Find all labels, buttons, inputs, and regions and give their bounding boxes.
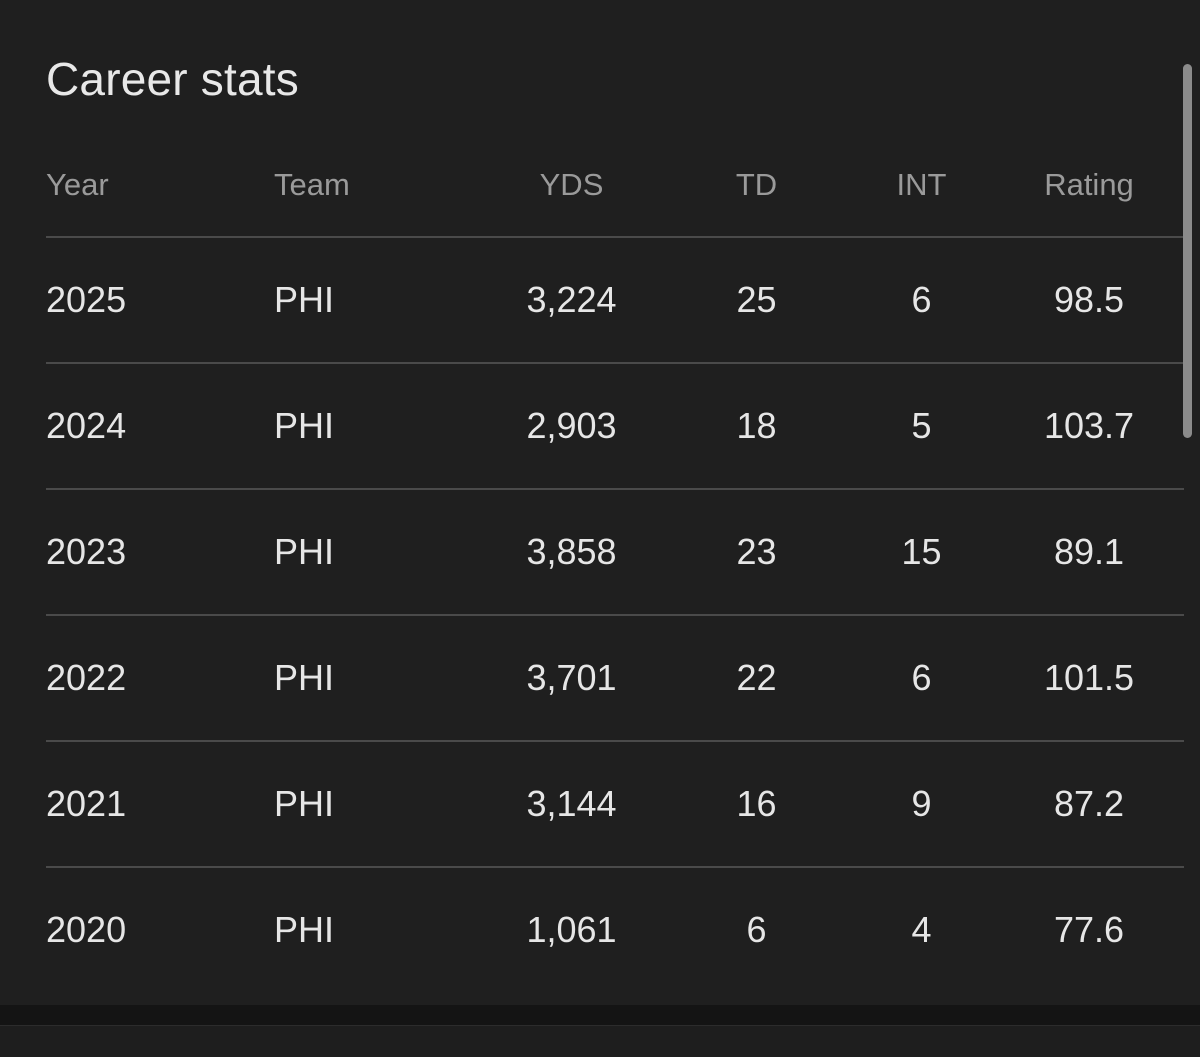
column-header-year: Year: [46, 134, 246, 238]
team-link[interactable]: PHI: [246, 741, 479, 868]
column-header-td: TD: [664, 134, 849, 238]
section-divider: [0, 1005, 1200, 1025]
cell-year: 2020: [46, 909, 127, 950]
cell-int: 4: [911, 909, 932, 950]
cell-int: 5: [849, 363, 994, 490]
next-section-edge: [0, 1025, 1200, 1057]
team-link[interactable]: PHI: [246, 615, 479, 742]
cell-int: 6: [849, 615, 994, 742]
cell-int: 6: [849, 237, 994, 364]
cell-rating: 89.1: [994, 489, 1184, 616]
cell-rating: 103.7: [994, 363, 1184, 490]
cell-yds: 3,224: [479, 237, 664, 364]
team-link[interactable]: PHI: [246, 237, 479, 364]
cell-year: 2022: [46, 615, 246, 742]
column-header-team: Team: [246, 134, 479, 238]
table-header-row: Year Team YDS TD INT Rating: [46, 134, 1184, 238]
career-stats-card: Career stats Year Team YDS TD INT Rating…: [46, 53, 1192, 992]
card-title: Career stats: [46, 53, 299, 105]
cell-year: 2024: [46, 363, 246, 490]
table-row: 2020 PHI 1,061 6 4 77.6: [46, 867, 1184, 992]
team-link[interactable]: PHI: [274, 909, 335, 950]
cell-rating: 98.5: [994, 237, 1184, 364]
cell-year: 2021: [46, 741, 246, 868]
cell-yds: 3,701: [479, 615, 664, 742]
table-row: 2025 PHI 3,224 25 6 98.5: [46, 237, 1184, 364]
column-header-rating: Rating: [994, 134, 1184, 238]
cell-td: 23: [664, 489, 849, 616]
cell-rating: 101.5: [994, 615, 1184, 742]
cell-td: 16: [664, 741, 849, 868]
table-row: 2022 PHI 3,701 22 6 101.5: [46, 615, 1184, 742]
cell-year: 2023: [46, 489, 246, 616]
cell-yds: 1,061: [526, 909, 617, 950]
table-row: 2024 PHI 2,903 18 5 103.7: [46, 363, 1184, 490]
cell-int: 9: [849, 741, 994, 868]
column-header-int: INT: [849, 134, 994, 238]
cell-td: 18: [664, 363, 849, 490]
column-header-yds: YDS: [479, 134, 664, 238]
cell-rating: 77.6: [1053, 909, 1125, 950]
cell-yds: 3,144: [479, 741, 664, 868]
cell-td: 6: [746, 909, 767, 950]
cell-yds: 3,858: [479, 489, 664, 616]
team-link[interactable]: PHI: [246, 489, 479, 616]
cell-yds: 2,903: [479, 363, 664, 490]
career-stats-table: Year Team YDS TD INT Rating 2025 PHI 3,2…: [46, 134, 1184, 992]
table-row: 2021 PHI 3,144 16 9 87.2: [46, 741, 1184, 868]
cell-year: 2025: [46, 237, 246, 364]
table-row: 2023 PHI 3,858 23 15 89.1: [46, 489, 1184, 616]
cell-rating: 87.2: [994, 741, 1184, 868]
vertical-scrollbar[interactable]: [1183, 64, 1192, 438]
team-link[interactable]: PHI: [246, 363, 479, 490]
cell-td: 22: [664, 615, 849, 742]
cell-int: 15: [849, 489, 994, 616]
cell-td: 25: [664, 237, 849, 364]
